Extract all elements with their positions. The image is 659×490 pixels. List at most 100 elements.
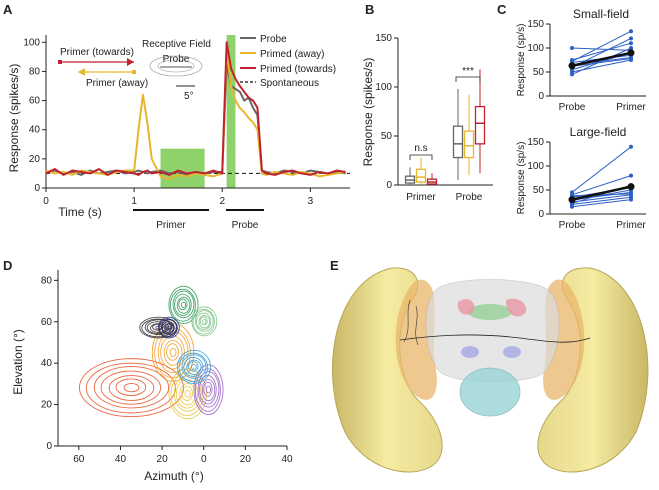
a-y-label: Response (spikes/s) — [7, 64, 21, 173]
c-y-tick-label: 100 — [527, 161, 544, 172]
receptive-field-outline — [149, 55, 203, 77]
d-y-tick-label: 60 — [41, 317, 53, 328]
panel-letter-e: E — [330, 258, 339, 273]
d-receptive-field-contours — [78, 285, 224, 420]
d-contour — [164, 323, 174, 333]
c-mean-line — [571, 51, 632, 67]
d-y-tick-label: 20 — [41, 400, 53, 411]
d-x-label: Azimuth (°) — [144, 469, 203, 483]
c-bottom-title: Large-field — [570, 125, 627, 139]
d-contour — [164, 323, 172, 331]
d-contour — [194, 310, 214, 332]
panel-letter-d: D — [3, 258, 12, 273]
c-top-title: Small-field — [573, 7, 629, 21]
d-contour — [202, 318, 207, 324]
a-x-tick-label: 1 — [131, 196, 137, 207]
neuropil-left — [461, 346, 479, 358]
legend-towards-label: Primed (towards) — [260, 64, 336, 75]
a-y-tick-label: 60 — [29, 96, 41, 107]
d-y-tick-label: 80 — [41, 275, 53, 286]
d-contour — [166, 343, 179, 361]
d-contour — [152, 323, 164, 331]
c-point — [629, 144, 633, 149]
d-contour — [141, 318, 175, 338]
c-pair-line — [571, 58, 632, 67]
receptive-field-label: Receptive Field — [142, 39, 211, 50]
panel-letter-a: A — [3, 2, 13, 17]
primer-towards-label: Primer (towards) — [60, 47, 134, 58]
d-contour — [150, 323, 168, 333]
b-box — [463, 130, 475, 159]
panel-letter-b: B — [365, 2, 374, 17]
c-mean-line — [571, 185, 632, 201]
d-contour — [169, 347, 177, 358]
c-y-tick-label: 0 — [538, 91, 544, 102]
b-box — [474, 105, 486, 145]
a-y-tick-label: 40 — [29, 125, 41, 136]
c-point — [629, 36, 633, 41]
c-y-tick-label: 100 — [527, 43, 544, 54]
b-box — [415, 168, 427, 183]
primer-away-arrowhead — [78, 68, 85, 76]
legend-away-label: Primed (away) — [260, 49, 324, 60]
d-contour — [181, 354, 207, 379]
c-mean-point — [568, 196, 576, 204]
c-mean-point — [627, 183, 635, 191]
d-contour — [197, 371, 220, 408]
d-contour — [139, 316, 178, 339]
b-boxes — [404, 69, 486, 185]
d-contour — [201, 378, 216, 402]
d-contour — [146, 321, 170, 334]
central-brain — [425, 279, 560, 383]
d-contour — [144, 319, 173, 336]
a-stimulus-window — [226, 35, 236, 188]
c-y-tick-label: 50 — [533, 67, 545, 78]
primer-towards-start — [58, 60, 62, 64]
d-contour — [191, 364, 197, 370]
d-x-tick-label: 20 — [157, 454, 169, 465]
d-contour — [169, 288, 196, 322]
c-pair-line — [571, 199, 632, 208]
d-contour — [123, 383, 140, 393]
neuron-tracing — [399, 334, 591, 343]
c-mean-point — [568, 62, 576, 70]
b-y-tick-label: 0 — [386, 180, 392, 191]
panel-b-chart: 0 50 100 150 Primer Probe Response (spikes/… — [361, 33, 493, 203]
b-y-tick-label: 150 — [375, 33, 392, 44]
a-y-tick-label: 80 — [29, 66, 41, 77]
c-point — [629, 41, 633, 46]
mushroom-body-right — [506, 298, 527, 317]
d-contour — [115, 378, 147, 396]
a-y-ticks: 0 20 40 60 80 100 — [23, 37, 46, 194]
c-top-lines — [568, 29, 635, 77]
a-stimulus-windows — [160, 35, 236, 188]
c-pair-line — [571, 196, 632, 205]
a-x-tick-label: 2 — [219, 196, 225, 207]
d-contour — [191, 306, 218, 337]
inset-probe-label: Probe — [163, 54, 190, 65]
d-contour — [203, 381, 213, 397]
c-top-y-ticks: 0 50 100 150 — [527, 19, 550, 102]
d-contour — [158, 316, 180, 339]
b-sig-bracket-probe — [455, 76, 481, 82]
d-contour — [192, 308, 215, 335]
a-inset-diagram: Primer (towards) Primer (away) Receptive… — [58, 39, 211, 102]
c-top-cat-probe: Probe — [559, 102, 586, 113]
a-y-tick-label: 20 — [29, 154, 41, 165]
c-top-y-label: Response (sp/s) — [516, 24, 527, 97]
c-point — [570, 72, 574, 77]
c-point — [629, 46, 633, 50]
panel-d-chart: 0 20 40 60 80 60 40 20 0 20 40 Elevation (°) Azim… — [11, 270, 293, 483]
d-contour — [178, 352, 209, 382]
a-x-ticks: 0 1 2 3 — [43, 188, 314, 207]
central-complex — [468, 304, 512, 320]
a-legend: Probe Primed (away) Primed (towards) Spo… — [240, 34, 336, 89]
a-x-label: Time (s) — [58, 205, 102, 219]
c-point — [629, 29, 633, 34]
b-sig-probe: *** — [462, 66, 474, 77]
d-contour — [176, 349, 212, 384]
c-bottom-y-label: Response (sp/s) — [516, 142, 527, 215]
c-pair-line — [571, 193, 632, 197]
d-y-tick-label: 0 — [46, 441, 52, 452]
